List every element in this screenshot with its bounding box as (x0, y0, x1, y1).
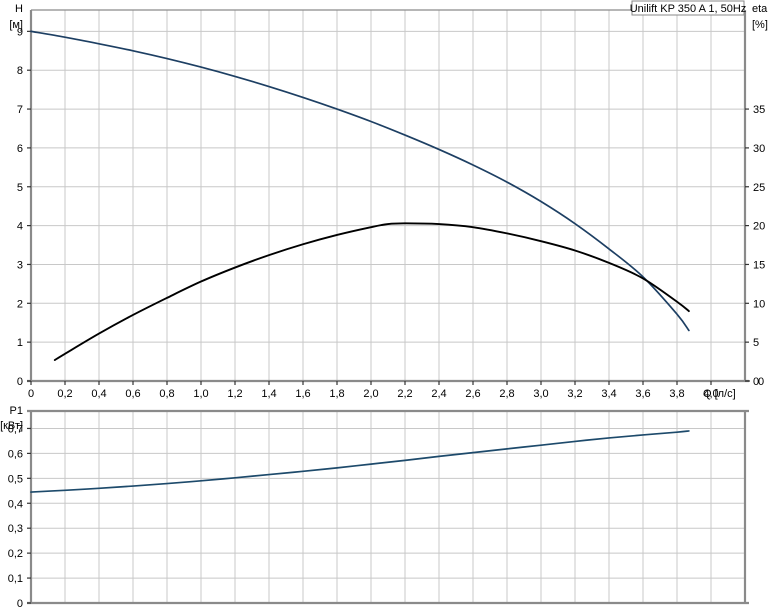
axis-label-head-name: H (15, 3, 23, 15)
tick-label-flow: 4,0 (703, 388, 718, 400)
tick-label-head: 0 (17, 376, 23, 388)
tick-label-eta: 35 (753, 104, 765, 116)
tick-label-head: 9 (17, 26, 23, 38)
tick-label-flow: 2,4 (431, 388, 446, 400)
curve-efficiency (53, 222, 690, 361)
tick-label-power: 0 (17, 598, 23, 610)
axis-label-power-name: P1 (10, 405, 23, 417)
tick-label-power: 0,6 (8, 448, 23, 460)
tick-label-head: 8 (17, 65, 23, 77)
title-label: Unilift KP 350 A 1, 50Hz (630, 3, 747, 15)
tick-label-flow: 3,6 (635, 388, 650, 400)
tick-label-flow: 3,8 (669, 388, 684, 400)
tick-label-flow: 1,4 (261, 388, 276, 400)
tick-label-power: 0,7 (8, 423, 23, 435)
tick-label-head: 5 (17, 182, 23, 194)
tick-label-flow: 3,0 (533, 388, 548, 400)
tick-label-head: 4 (17, 221, 23, 233)
tick-label-eta: 15 (753, 259, 765, 271)
curve-head (30, 30, 690, 332)
tick-label-flow: 2,0 (363, 388, 378, 400)
tick-label-flow: 0,6 (125, 388, 140, 400)
tick-label-head: 7 (17, 104, 23, 116)
tick-label-eta: 0 (753, 376, 759, 388)
tick-label-flow: 2,6 (465, 388, 480, 400)
tick-label-flow: 1,6 (295, 388, 310, 400)
tick-label-head: 1 (17, 337, 23, 349)
tick-label-flow: 0,4 (91, 388, 106, 400)
title-box (631, 0, 745, 16)
axis-label-flow: Q [л/с] (703, 388, 736, 400)
tick-label-flow: 0 (28, 388, 34, 400)
axis-label-head-unit: [м] (9, 19, 23, 31)
tick-label-power: 0,2 (8, 548, 23, 560)
tick-label-flow: 3,4 (601, 388, 616, 400)
tick-label-eta: 5 (753, 337, 759, 349)
tick-label-head: 6 (17, 143, 23, 155)
axis-label-eta-name: eta (752, 3, 768, 15)
tick-label-power: 0,5 (8, 473, 23, 485)
tick-label-flow: 0,8 (159, 388, 174, 400)
tick-label-head: 2 (17, 298, 23, 310)
tick-label-eta: 30 (753, 143, 765, 155)
tick-label-flow-right-zero: 0 (758, 376, 764, 388)
tick-label-flow: 1,2 (227, 388, 242, 400)
tick-label-flow: 0,2 (57, 388, 72, 400)
axis-label-eta-unit: [%] (752, 19, 768, 31)
axis-label-power-unit: [кВт] (0, 420, 23, 432)
tick-label-flow: 2,8 (499, 388, 514, 400)
tick-label-head: 3 (17, 259, 23, 271)
tick-label-eta: 10 (753, 298, 765, 310)
tick-label-eta: 20 (753, 221, 765, 233)
tick-label-power: 0,1 (8, 573, 23, 585)
tick-label-flow: 3,2 (567, 388, 582, 400)
tick-label-eta: 25 (753, 182, 765, 194)
tick-label-flow: 1,8 (329, 388, 344, 400)
tick-label-power: 0,3 (8, 523, 23, 535)
tick-label-power: 0,4 (8, 498, 23, 510)
curve-power (30, 430, 690, 493)
tick-label-flow: 1,0 (193, 388, 208, 400)
tick-label-flow: 2,2 (397, 388, 412, 400)
